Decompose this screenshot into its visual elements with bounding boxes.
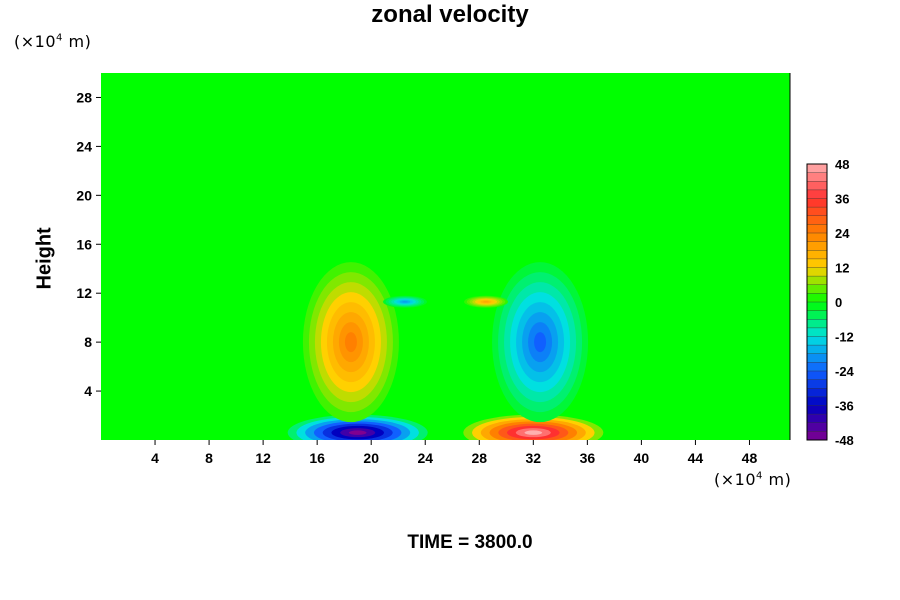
- colorbar-swatch: [807, 345, 827, 355]
- x-tick-label: 40: [634, 450, 650, 466]
- x-unit-suffix: m): [762, 470, 792, 489]
- colorbar-swatch: [807, 327, 827, 337]
- colorbar-tick-label: 48: [835, 157, 849, 172]
- contour-band: [534, 332, 547, 353]
- contour-band: [402, 301, 408, 303]
- y-tick-label: 12: [76, 285, 92, 301]
- chart-title: zonal velocity: [371, 1, 529, 28]
- x-tick-label: 48: [742, 450, 758, 466]
- y-unit-suffix: m): [62, 32, 92, 51]
- colorbar-swatch: [807, 207, 827, 217]
- y-unit-exponent: 4: [56, 32, 63, 44]
- y-tick-label: 4: [84, 383, 92, 399]
- x-axis-unit: (×104 m): [714, 470, 791, 489]
- colorbar-swatch: [807, 405, 827, 415]
- colorbar-swatch: [807, 258, 827, 268]
- x-tick-label: 12: [255, 450, 271, 466]
- y-tick-label: 24: [76, 138, 92, 154]
- x-tick-label: 16: [309, 450, 325, 466]
- colorbar-tick-label: 0: [835, 295, 842, 310]
- x-tick-label: 36: [580, 450, 596, 466]
- colorbar-swatch: [807, 362, 827, 372]
- y-tick-label: 16: [76, 236, 92, 252]
- contour-field: [287, 262, 604, 440]
- colorbar-swatch: [807, 293, 827, 303]
- y-ticks: 4 8 12 16 20 24 28: [76, 89, 101, 399]
- x-unit-prefix: (×10: [714, 470, 757, 489]
- colorbar-swatch: [807, 215, 827, 225]
- colorbar-swatch: [807, 164, 827, 173]
- colorbar-tick-label: -24: [835, 364, 855, 379]
- colorbar-swatch: [807, 172, 827, 182]
- y-tick-label: 20: [76, 187, 92, 203]
- colorbar-border: [806, 163, 828, 441]
- colorbar-swatch: [807, 198, 827, 208]
- colorbar-swatch: [807, 284, 827, 294]
- colorbar-tick-label: 24: [835, 226, 850, 241]
- contour-band: [524, 430, 543, 435]
- x-tick-label: 28: [471, 450, 487, 466]
- colorbar-swatch: [807, 267, 827, 277]
- plot-background: [101, 73, 790, 440]
- colorbar-swatch: [807, 336, 827, 346]
- colorbar-swatch: [807, 241, 827, 251]
- colorbar-swatch: [807, 353, 827, 363]
- colorbar-tick-label: -48: [835, 433, 854, 448]
- contour-band: [348, 430, 367, 435]
- colorbar-swatch: [807, 276, 827, 286]
- colorbar-swatch: [807, 422, 827, 432]
- colorbar-tick-label: -36: [835, 399, 854, 414]
- colorbar-swatch: [807, 310, 827, 320]
- colorbar-swatch: [807, 302, 827, 311]
- colorbar-swatch: [807, 189, 827, 199]
- y-tick-label: 8: [84, 334, 92, 350]
- x-tick-label: 8: [205, 450, 213, 466]
- colorbar-swatch: [807, 250, 827, 260]
- colorbar-tick-label: 12: [835, 261, 849, 276]
- y-tick-label: 28: [76, 89, 92, 105]
- x-unit-exponent: 4: [756, 470, 763, 482]
- colorbar-swatch: [807, 396, 827, 406]
- x-tick-label: 24: [417, 450, 433, 466]
- colorbar-swatch: [807, 379, 827, 389]
- y-unit-prefix: (×10: [14, 32, 57, 51]
- colorbar-swatch: [807, 181, 827, 191]
- y-axis-unit: (×104 m): [14, 32, 91, 51]
- contour-band: [483, 301, 489, 303]
- colorbar-swatch: [807, 388, 827, 398]
- colorbar-swatch: [807, 414, 827, 424]
- colorbar-tick-label: 36: [835, 192, 849, 207]
- colorbar-tick-label: -12: [835, 330, 854, 345]
- x-tick-label: 44: [688, 450, 704, 466]
- colorbar-swatch: [807, 431, 827, 441]
- x-tick-label: 4: [151, 450, 159, 466]
- x-tick-label: 20: [363, 450, 379, 466]
- colorbar-swatch: [807, 224, 827, 234]
- x-ticks: 4 8 12 16 20 24 28 32 36 40 44 48: [151, 440, 757, 466]
- colorbar-swatch: [807, 319, 827, 329]
- x-tick-label: 32: [526, 450, 542, 466]
- contour-band: [344, 332, 357, 353]
- time-annotation: TIME = 3800.0: [407, 532, 533, 553]
- colorbar-swatch: [807, 233, 827, 242]
- colorbar: 48 36 24 12 0 -12 -24 -36 -48: [806, 157, 855, 448]
- colorbar-swatch: [807, 371, 827, 380]
